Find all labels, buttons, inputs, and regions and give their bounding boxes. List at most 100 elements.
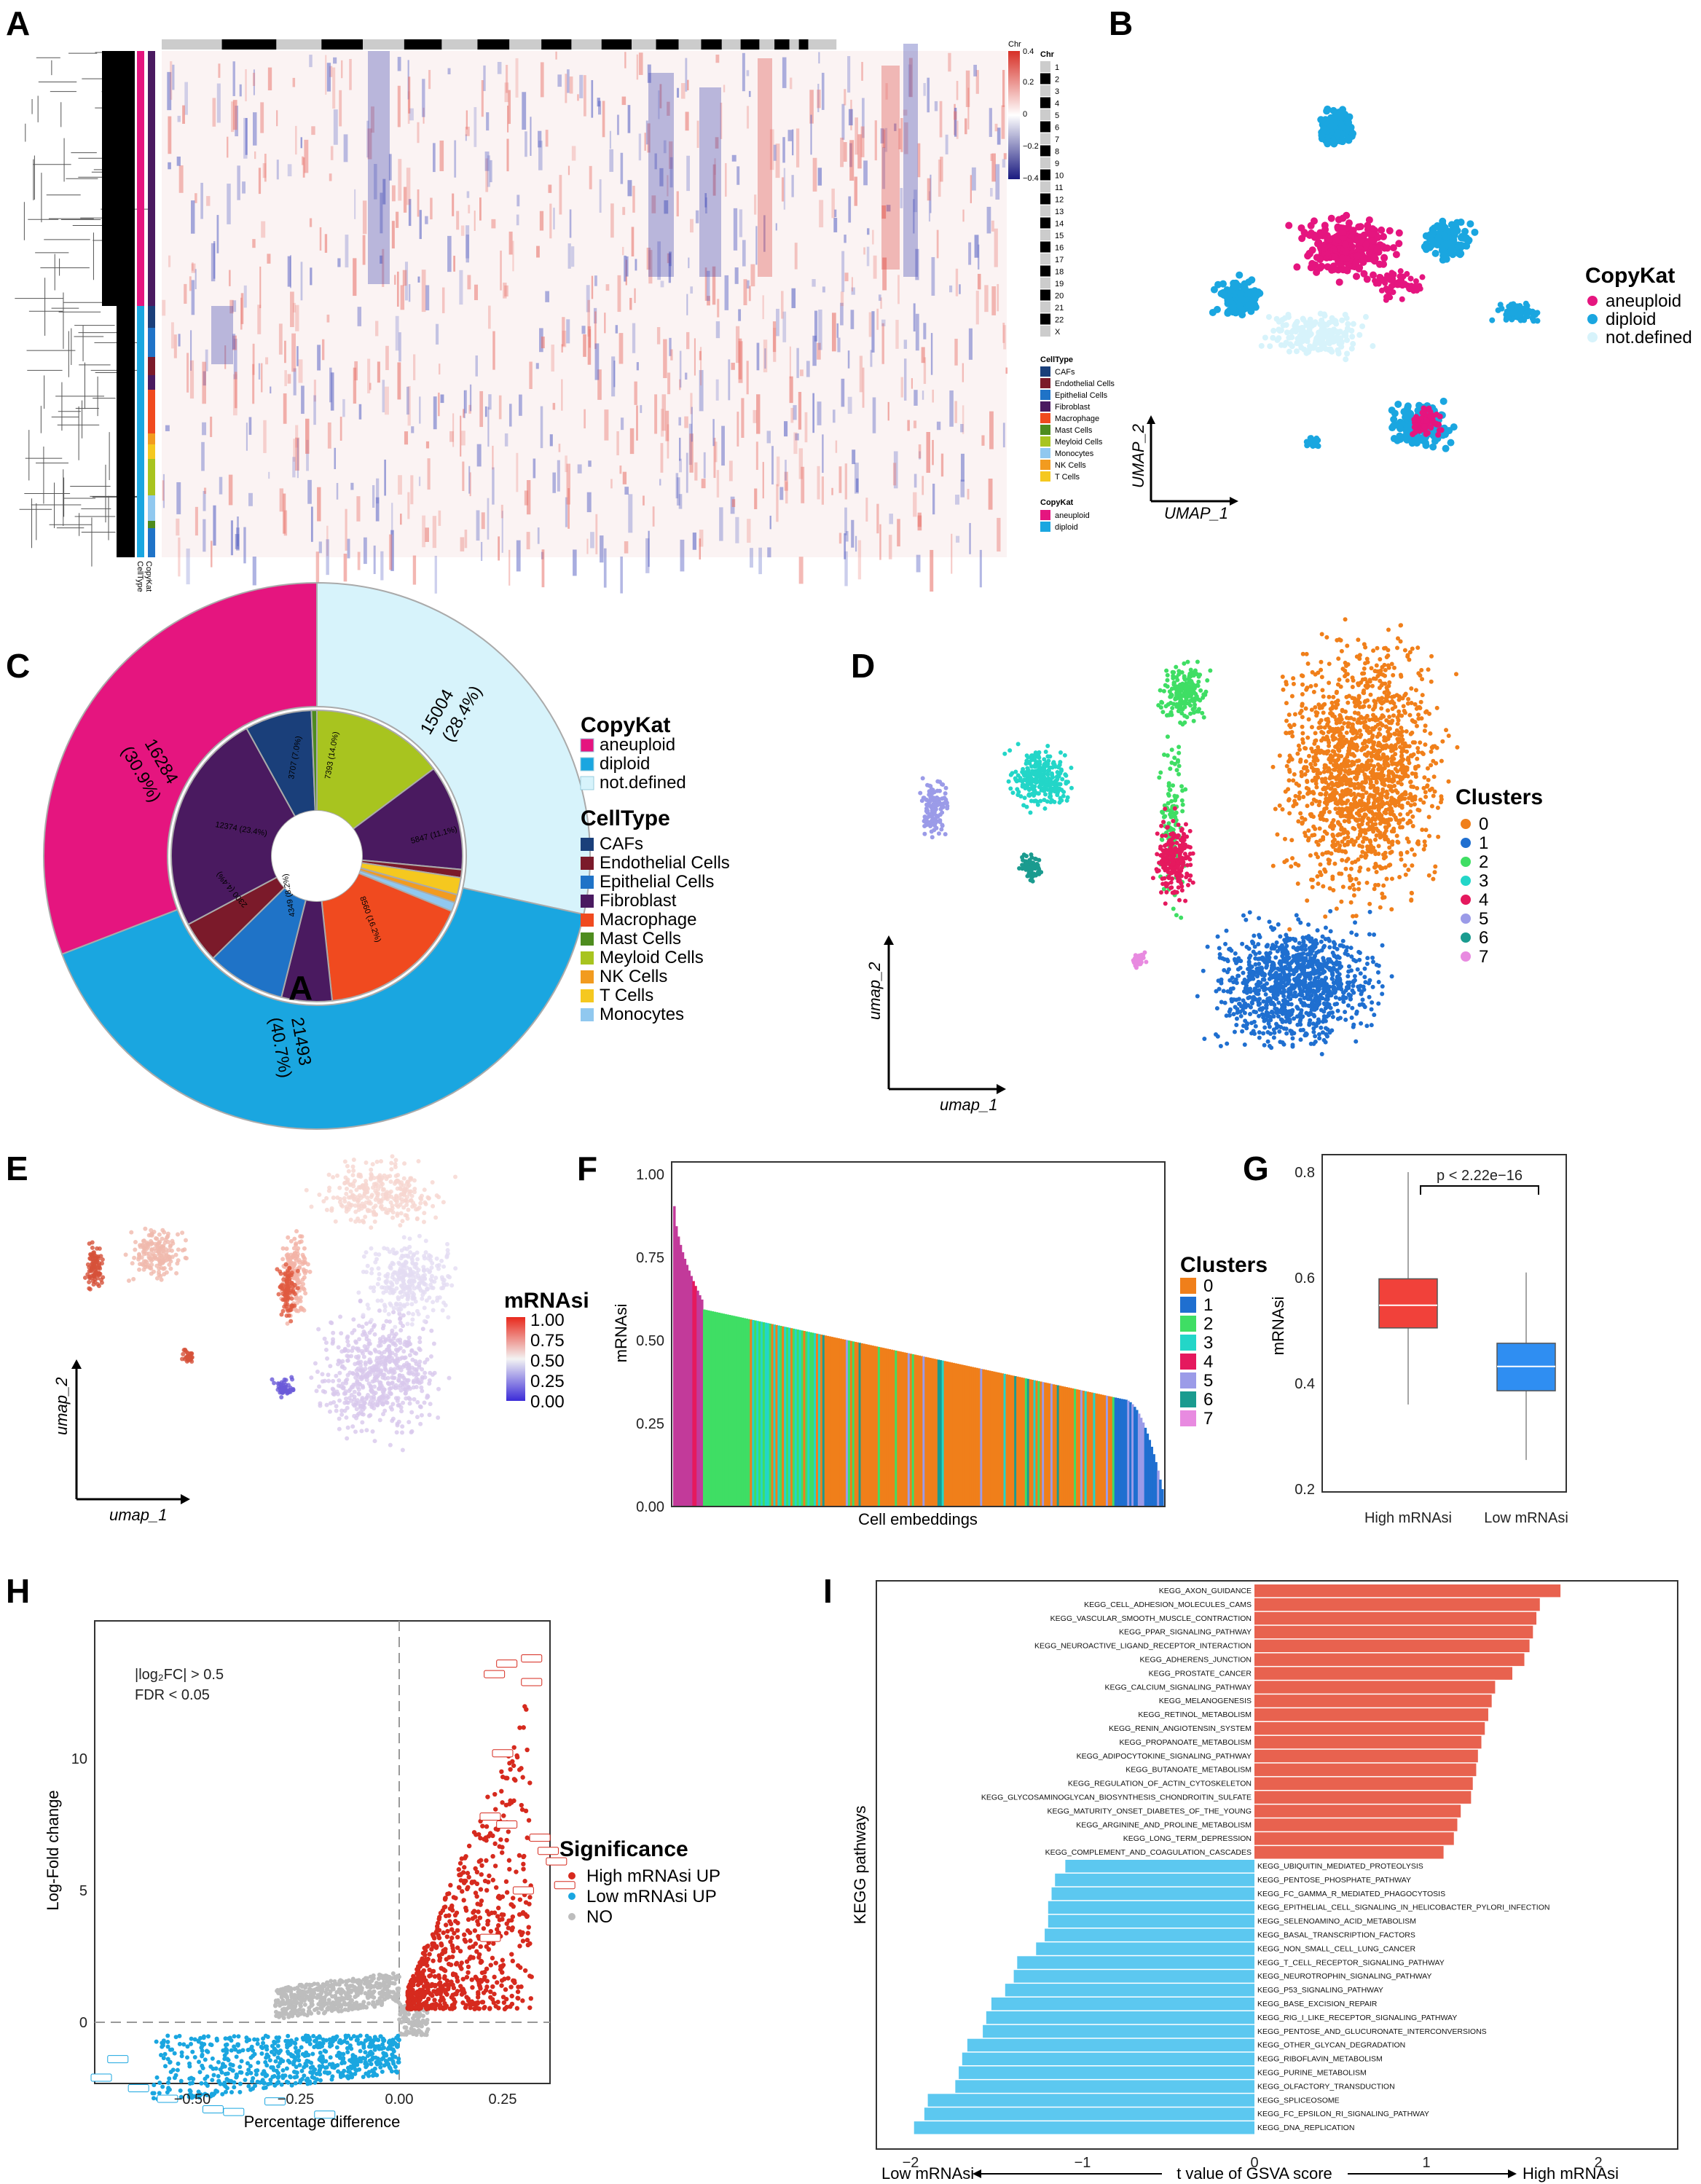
cluster-point: [1429, 786, 1434, 791]
cluster-point: [1331, 940, 1336, 945]
celltype-swatch: [1040, 366, 1050, 377]
heatmap-streak: [945, 134, 948, 154]
heatmap-streak: [793, 405, 797, 420]
heatmap-streak: [508, 231, 513, 255]
celltype-label-c: Monocytes: [600, 1005, 684, 1024]
heatmap-streak: [629, 297, 632, 310]
heatmap-streak: [519, 394, 522, 416]
cluster-point: [1380, 696, 1385, 701]
panel-label-a: A: [6, 4, 30, 42]
heatmap-streak: [862, 98, 865, 138]
heatmap-streak: [847, 350, 850, 369]
heatmap-streak: [660, 443, 664, 473]
cluster-point: [1403, 773, 1408, 778]
heatmap-streak: [492, 331, 495, 370]
heatmap-cnv-block: [881, 66, 900, 270]
heatmap-streak: [647, 123, 651, 153]
cluster-point: [1391, 797, 1396, 802]
heatmap-streak: [713, 437, 716, 479]
heatmap-streak: [879, 524, 881, 560]
cluster-point: [1298, 1037, 1303, 1042]
cluster-point: [1300, 724, 1305, 729]
cluster-point: [1365, 698, 1370, 703]
cluster-point: [1393, 766, 1398, 771]
heatmap-streak: [541, 549, 545, 588]
cluster-point: [1324, 1003, 1329, 1008]
heatmap-streak: [686, 331, 690, 350]
point-diploid: [1236, 302, 1244, 310]
point-notdefined: [1289, 343, 1295, 350]
heatmap-streak: [636, 54, 639, 80]
heatmap-streak: [162, 299, 166, 316]
cluster-point: [1351, 893, 1356, 898]
heatmap-streak: [968, 242, 972, 265]
chr-swatch: [1040, 278, 1050, 288]
heatmap-streak: [253, 112, 257, 146]
point-diploid: [1431, 437, 1439, 445]
heatmap-streak: [336, 482, 339, 500]
heatmap-streak: [298, 359, 303, 383]
cluster-point: [1409, 897, 1414, 902]
cluster-point: [1380, 891, 1385, 896]
cluster-point: [1327, 824, 1332, 829]
heatmap-streak: [362, 235, 366, 265]
heatmap-streak: [259, 266, 262, 308]
cluster-point: [1321, 956, 1326, 961]
cluster-point: [1407, 657, 1412, 662]
cluster-point: [1257, 1035, 1262, 1040]
point-aneuploid: [1370, 271, 1378, 279]
heatmap-streak: [715, 379, 719, 401]
heatmap-streak: [715, 321, 720, 339]
cluster-point: [1273, 944, 1278, 949]
point-notdefined: [1348, 327, 1355, 334]
cluster-point: [1300, 715, 1305, 720]
heatmap-streak: [654, 153, 657, 170]
heatmap-streak: [833, 217, 838, 232]
heatmap-streak: [787, 130, 793, 141]
cluster-point: [1367, 932, 1372, 937]
cluster-point: [1316, 745, 1321, 750]
heatmap-streak: [962, 405, 965, 434]
heatmap-streak: [391, 503, 393, 535]
cluster-point: [1378, 905, 1383, 910]
cluster-point: [1321, 810, 1327, 815]
chr-label: 21: [1055, 304, 1064, 313]
heatmap-background: [162, 51, 1007, 557]
cluster-point: [1367, 805, 1372, 810]
heatmap-streak: [675, 473, 679, 499]
heatmap-streak: [594, 275, 597, 286]
cluster-point: [1320, 852, 1325, 857]
heatmap-streak: [931, 256, 935, 296]
heatmap-streak: [469, 472, 471, 497]
chr-label: 18: [1055, 268, 1064, 277]
cluster-point: [1357, 769, 1362, 774]
heatmap-streak: [311, 126, 315, 135]
cluster-point: [1284, 952, 1289, 957]
heatmap-streak: [880, 297, 882, 309]
heatmap-streak: [746, 70, 750, 76]
heatmap-streak: [647, 64, 651, 83]
cluster-point: [1270, 764, 1276, 769]
heatmap-streak: [866, 246, 870, 267]
chr-legend-title: Chr: [1040, 50, 1055, 59]
heatmap-streak: [333, 109, 338, 145]
heatmap-streak: [699, 538, 702, 560]
heatmap-streak: [848, 109, 853, 126]
heatmap-streak: [252, 343, 255, 375]
heatmap-streak: [854, 176, 857, 206]
cluster-point: [1410, 847, 1415, 852]
heatmap-streak: [900, 377, 903, 398]
point-notdefined: [1327, 346, 1334, 353]
cluster-point: [1405, 653, 1410, 658]
cluster-point: [1339, 717, 1344, 722]
point-notdefined: [1306, 326, 1313, 332]
celltype-track-segment: [148, 459, 155, 495]
heatmap-streak: [350, 482, 354, 490]
heatmap-streak: [789, 376, 793, 404]
cluster-point: [1356, 881, 1362, 886]
point-aneuploid: [1370, 256, 1378, 264]
point-aneuploid: [1343, 254, 1351, 262]
heatmap-streak: [404, 431, 409, 445]
cluster-point: [1376, 731, 1381, 736]
heatmap-streak: [840, 137, 844, 168]
